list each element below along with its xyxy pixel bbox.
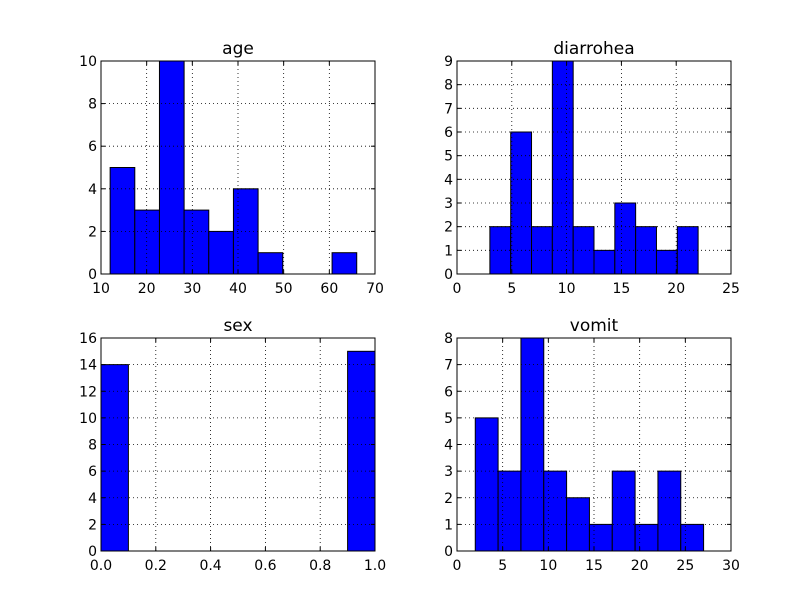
histogram-bar-diarrohea-8 <box>655 249 678 275</box>
subplot-title-sex: sex <box>223 316 252 336</box>
y-tick-label-sex-6: 12 <box>79 384 97 400</box>
y-tick-label-diarrohea-4: 4 <box>444 172 453 188</box>
x-tick-label-sex-1: 0.2 <box>145 558 167 574</box>
y-tick-label-vomit-8: 8 <box>444 331 453 347</box>
x-tick-label-diarrohea-4: 20 <box>667 281 685 297</box>
y-tick-label-sex-5: 10 <box>79 411 97 427</box>
y-tick-label-age-1: 2 <box>88 224 97 240</box>
x-tick-label-age-4: 50 <box>275 281 293 297</box>
x-tick-label-vomit-0: 0 <box>453 558 462 574</box>
subplot-title-diarrohea: diarrohea <box>553 39 634 59</box>
histogram-bar-vomit-3 <box>543 470 568 552</box>
histogram-bar-age-0 <box>109 167 136 275</box>
x-tick-label-vomit-3: 15 <box>585 558 603 574</box>
y-tick-label-age-4: 8 <box>88 97 97 113</box>
y-tick-label-age-2: 4 <box>88 182 97 198</box>
y-tick-label-vomit-2: 2 <box>444 491 453 507</box>
histogram-bar-sex-0 <box>100 364 129 552</box>
y-tick-label-sex-1: 2 <box>88 517 97 533</box>
y-tick-label-age-5: 10 <box>79 54 97 70</box>
x-tick-label-sex-2: 0.4 <box>199 558 221 574</box>
y-tick-label-diarrohea-1: 1 <box>444 243 453 259</box>
y-tick-label-diarrohea-0: 0 <box>444 267 453 283</box>
x-tick-label-sex-0: 0.0 <box>90 558 112 574</box>
x-tick-label-age-5: 60 <box>320 281 338 297</box>
y-tick-label-sex-4: 8 <box>88 438 97 454</box>
x-tick-label-diarrohea-0: 0 <box>453 281 462 297</box>
x-tick-label-vomit-4: 20 <box>631 558 649 574</box>
x-tick-label-age-0: 10 <box>92 281 110 297</box>
histogram-bar-vomit-5 <box>588 523 613 552</box>
histogram-bar-diarrohea-4 <box>572 226 595 275</box>
histogram-bar-vomit-4 <box>566 497 590 552</box>
x-tick-label-age-3: 40 <box>229 281 247 297</box>
histogram-bar-age-4 <box>208 230 234 275</box>
subplot-title-age: age <box>222 39 254 59</box>
y-tick-label-vomit-1: 1 <box>444 517 453 533</box>
y-tick-label-vomit-0: 0 <box>444 544 453 560</box>
y-tick-label-sex-7: 14 <box>79 358 97 374</box>
y-tick-label-sex-3: 6 <box>88 464 97 480</box>
histogram-bar-diarrohea-6 <box>614 202 637 275</box>
histogram-bar-age-3 <box>183 209 210 275</box>
plot-frame-diarrohea <box>456 60 732 275</box>
y-tick-label-diarrohea-3: 3 <box>444 196 453 212</box>
histogram-bar-sex-9 <box>347 350 376 552</box>
histogram-bar-age-9 <box>331 252 358 275</box>
histogram-bar-diarrohea-9 <box>676 226 699 275</box>
x-tick-label-diarrohea-2: 10 <box>558 281 576 297</box>
y-tick-label-diarrohea-7: 7 <box>444 101 453 117</box>
subplot-sex: sex 0.0 0.2 0.4 0.6 0.8 1.0 0 2 4 6 8 10 12 14 16 <box>79 316 386 574</box>
y-tick-label-diarrohea-9: 9 <box>444 54 453 70</box>
histogram-bar-vomit-2 <box>520 337 545 552</box>
subplot-age: age 10 20 30 40 50 60 70 0 2 4 6 8 10 <box>79 39 384 297</box>
subplot-vomit: vomit 0 5 10 15 20 25 30 0 1 2 3 4 5 6 7 8 <box>444 316 740 574</box>
histogram-bar-age-6 <box>257 252 284 275</box>
y-tick-label-sex-2: 4 <box>88 491 97 507</box>
y-tick-label-age-3: 6 <box>88 139 97 155</box>
y-tick-label-vomit-5: 5 <box>444 411 453 427</box>
x-tick-label-sex-3: 0.6 <box>254 558 276 574</box>
x-tick-label-age-2: 30 <box>183 281 201 297</box>
x-tick-label-vomit-2: 10 <box>539 558 557 574</box>
histogram-bar-vomit-9 <box>680 523 705 552</box>
y-tick-label-vomit-6: 6 <box>444 384 453 400</box>
histogram-bar-vomit-0 <box>474 417 499 552</box>
y-tick-label-sex-0: 0 <box>88 544 97 560</box>
x-tick-label-diarrohea-5: 25 <box>722 281 740 297</box>
x-tick-label-diarrohea-3: 15 <box>612 281 630 297</box>
histogram-bar-diarrohea-3 <box>551 60 574 275</box>
y-tick-label-diarrohea-6: 6 <box>444 125 453 141</box>
histogram-bar-age-1 <box>134 209 160 275</box>
y-tick-label-diarrohea-2: 2 <box>444 220 453 236</box>
histogram-bar-vomit-1 <box>497 470 522 552</box>
y-tick-label-vomit-3: 3 <box>444 464 453 480</box>
x-tick-label-sex-5: 1.0 <box>364 558 386 574</box>
x-tick-label-vomit-1: 5 <box>498 558 507 574</box>
x-tick-label-age-6: 70 <box>366 281 384 297</box>
histogram-bar-vomit-8 <box>657 470 682 552</box>
subplot-title-vomit: vomit <box>570 316 619 336</box>
y-tick-label-age-0: 0 <box>88 267 97 283</box>
x-tick-label-sex-4: 0.8 <box>309 558 331 574</box>
y-tick-label-vomit-4: 4 <box>444 438 453 454</box>
x-tick-label-vomit-5: 25 <box>676 558 694 574</box>
y-tick-label-diarrohea-8: 8 <box>444 78 453 94</box>
y-tick-label-diarrohea-5: 5 <box>444 149 453 165</box>
histogram-bar-diarrohea-5 <box>593 249 616 275</box>
subplot-diarrohea: diarrohea 0 5 10 15 20 25 0 1 2 3 4 5 6 7 8 9 <box>444 39 740 297</box>
x-tick-label-age-1: 20 <box>138 281 156 297</box>
histogram-bar-vomit-7 <box>634 523 659 552</box>
histogram-bar-age-2 <box>158 60 185 275</box>
histogram-bar-vomit-6 <box>611 470 636 552</box>
x-tick-label-vomit-6: 30 <box>722 558 740 574</box>
y-tick-label-sex-8: 16 <box>79 331 97 347</box>
x-tick-label-diarrohea-1: 5 <box>507 281 516 297</box>
y-tick-label-vomit-7: 7 <box>444 358 453 374</box>
